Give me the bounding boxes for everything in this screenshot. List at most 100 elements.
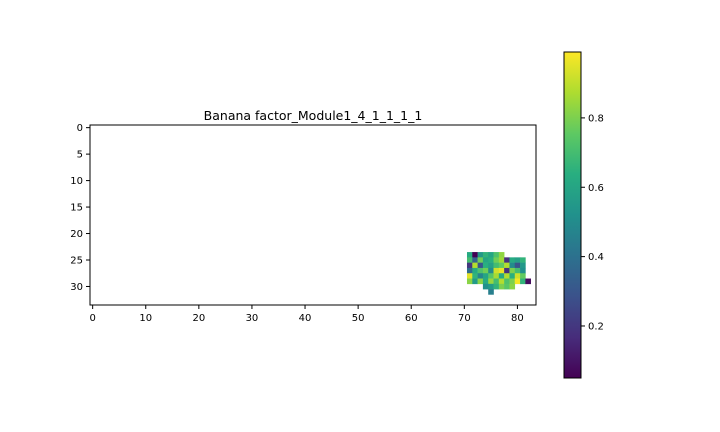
x-tick-label: 60	[405, 313, 418, 324]
colorbar-tick-label: 0.4	[588, 252, 604, 263]
heatmap-cell	[482, 273, 489, 279]
heatmap-cell	[493, 262, 500, 269]
heatmap-cell	[488, 252, 494, 258]
colorbar-ticks: 0.2 0.4 0.6 0.8	[581, 113, 604, 332]
heatmap-cell	[514, 257, 521, 263]
heatmap-cell	[472, 257, 478, 263]
heatmap-cell	[493, 267, 500, 274]
heatmap-cell	[477, 262, 484, 269]
heatmap-cell	[498, 262, 505, 269]
x-tick-label: 30	[246, 313, 259, 324]
heatmap-cell	[498, 283, 505, 290]
y-tick-label: 5	[77, 150, 83, 161]
heatmap-cell	[477, 278, 484, 285]
heatmap-cell	[504, 267, 510, 274]
heatmap-cell	[520, 267, 526, 274]
heatmap-cell	[520, 273, 526, 279]
heatmap-cell	[482, 257, 489, 263]
x-tick-label: 10	[139, 313, 152, 324]
heatmap-cell	[504, 278, 510, 285]
heatmap-cell	[472, 262, 478, 269]
heatmap-cell	[477, 267, 484, 274]
y-tick-label: 15	[70, 203, 83, 214]
heatmap-cell	[509, 262, 516, 269]
y-axis: 0 5 10 15 20 25 30	[70, 123, 90, 293]
heatmap-cell	[498, 252, 505, 258]
y-tick-label: 25	[70, 256, 83, 267]
heatmap-cell	[509, 267, 516, 274]
y-tick-label: 30	[70, 282, 83, 293]
heatmap-cell	[520, 257, 526, 263]
heatmap-cell	[472, 278, 478, 285]
x-tick-label: 70	[458, 313, 471, 324]
y-tick-label: 10	[70, 176, 83, 187]
colorbar: 0.2 0.4 0.6 0.8	[563, 51, 604, 379]
heatmap-cell	[472, 267, 478, 274]
heatmap-cell	[514, 278, 521, 285]
heatmap-cell	[482, 283, 489, 290]
heatmap-cell	[509, 273, 516, 279]
heatmap-cell	[466, 267, 473, 274]
heatmap-cell	[498, 273, 505, 279]
heatmap-cell	[477, 273, 484, 279]
heatmap-cell	[466, 252, 473, 258]
heatmap-cell	[493, 278, 500, 285]
heatmap-cell	[488, 289, 494, 295]
heatmap-cell	[514, 267, 521, 274]
x-tick-label: 20	[192, 313, 205, 324]
heatmap-cell	[488, 267, 494, 274]
x-tick-label: 50	[352, 313, 365, 324]
x-tick-label: 0	[89, 313, 95, 324]
x-axis: 0 10 20 30 40 50 60 70 80	[89, 305, 524, 324]
heatmap-cell	[493, 257, 500, 263]
heatmap-cell	[488, 278, 494, 285]
heatmap-cell	[504, 262, 510, 269]
colorbar-gradient	[563, 51, 582, 379]
heatmap-cell	[498, 267, 505, 274]
plot-area	[89, 124, 537, 306]
heatmap-cell	[509, 283, 516, 290]
colorbar-tick-label: 0.2	[588, 321, 604, 332]
heatmap-cell	[504, 273, 510, 279]
heatmap-cell	[477, 257, 484, 263]
heatmap-cell	[509, 257, 516, 263]
heatmap-cell	[504, 283, 510, 290]
x-tick-label: 40	[299, 313, 312, 324]
heatmap-cell	[482, 267, 489, 274]
plot-frame	[89, 124, 537, 306]
heatmap-cell	[488, 257, 494, 263]
heatmap-cell	[482, 252, 489, 258]
heatmap-cell	[520, 278, 526, 285]
heatmap-cell	[488, 273, 494, 279]
y-tick-label: 0	[77, 123, 83, 134]
heatmap-cell	[520, 262, 526, 269]
heatmap-cell	[509, 278, 516, 285]
chart-title: Banana factor_Module1_4_1_1_1_1	[204, 108, 423, 123]
heatmap-cell	[466, 257, 473, 263]
heatmap-cell	[472, 273, 478, 279]
heatmap-cell	[525, 278, 531, 285]
heatmap-cells	[466, 252, 531, 295]
heatmap-cell	[488, 283, 494, 290]
plot-background	[90, 125, 536, 305]
heatmap-cell	[493, 252, 500, 258]
heatmap-cell	[472, 252, 478, 258]
heatmap-cell	[493, 273, 500, 279]
heatmap-cell	[482, 278, 489, 285]
heatmap-cell	[466, 262, 473, 269]
heatmap-cell	[488, 262, 494, 269]
heatmap-cell	[466, 278, 473, 285]
heatmap-cell	[498, 278, 505, 285]
heatmap-cell	[477, 252, 484, 258]
colorbar-tick-label: 0.8	[588, 113, 604, 124]
heatmap-cell	[466, 273, 473, 279]
heatmap-cell	[514, 273, 521, 279]
x-tick-label: 80	[511, 313, 524, 324]
heatmap-cell	[498, 257, 505, 263]
heatmap-cell	[482, 262, 489, 269]
heatmap-cell	[493, 283, 500, 290]
y-tick-label: 20	[70, 229, 83, 240]
heatmap-cell	[504, 257, 510, 263]
heatmap-cell	[514, 262, 521, 269]
